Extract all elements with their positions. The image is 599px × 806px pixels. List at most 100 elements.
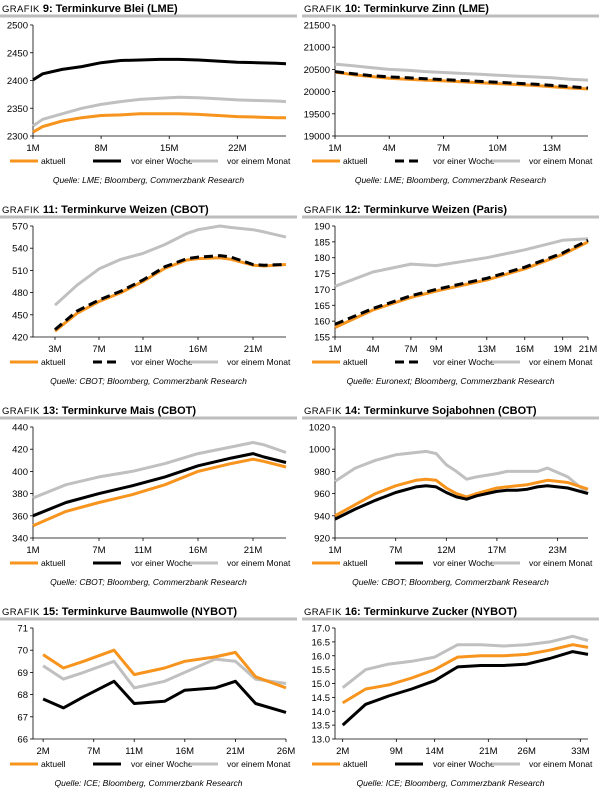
chart-title: GRAFIK 13: Terminkurve Mais (CBOT): [2, 405, 196, 417]
series-line-m: [32, 441, 287, 500]
y-tick-label: 21500: [304, 21, 330, 32]
y-tick-label: 20000: [304, 87, 330, 98]
legend-label: aktuell: [41, 156, 66, 166]
y-tick-label: 570: [12, 222, 28, 233]
series-line-w: [54, 254, 287, 331]
y-tick-label: 69: [17, 668, 28, 679]
chart-title-text: Terminkurve Baumwolle (NYBOT): [59, 606, 238, 618]
chart-title-text: Terminkurve Zucker (NYBOT): [361, 606, 518, 618]
y-tick-label: 510: [12, 266, 28, 277]
source-note: Quelle: CBOT; Bloomberg, Commerzbank Res…: [50, 577, 247, 587]
y-tick-label: 155: [314, 333, 330, 344]
x-tick-label: 17M: [488, 545, 507, 556]
y-tick-label: 15.0: [312, 679, 331, 690]
y-tick-label: 980: [314, 467, 330, 478]
chart-title: GRAFIK 12: Terminkurve Weizen (Paris): [304, 204, 507, 216]
chart-title-prefix: GRAFIK: [304, 205, 342, 216]
x-tick-label: 23M: [548, 545, 567, 556]
legend-label: vor einem Monat: [227, 156, 291, 166]
legend: aktuell vor einer Woche vor einem Monat: [10, 558, 291, 568]
y-tick-label: 13.5: [312, 721, 331, 732]
y-tick-label: 13.0: [312, 735, 331, 746]
chart-title-prefix: GRAFIK: [2, 205, 40, 216]
chart-title-prefix: GRAFIK: [2, 607, 40, 618]
x-tick-label: 3M: [48, 344, 61, 355]
legend: aktuell vor einer Woche vor einem Monat: [312, 357, 593, 367]
legend: aktuell vor einer Woche vor einem Monat: [312, 558, 593, 568]
y-tick-label: 960: [314, 489, 330, 500]
chart-title: GRAFIK 14: Terminkurve Sojabohnen (CBOT): [304, 405, 537, 417]
x-tick-label: 4M: [366, 344, 379, 355]
y-tick-label: 20500: [304, 65, 330, 76]
y-tick-label: 480: [12, 288, 28, 299]
source-note: Quelle: LME; Bloomberg, Commerzbank Rese…: [53, 175, 245, 185]
chart-panel: GRAFIK 14: Terminkurve Sojabohnen (CBOT)…: [302, 405, 599, 587]
legend-label: vor einer Woche: [433, 558, 495, 568]
legend-label: vor einer Woche: [131, 558, 193, 568]
x-tick-label: 1M: [26, 545, 39, 556]
chart-title-number: 14:: [342, 405, 361, 417]
y-tick-label: 540: [12, 244, 28, 255]
series-line-a: [32, 457, 287, 528]
chart-panel: GRAFIK 10: Terminkurve Zinn (LME) 19000 19…: [302, 3, 599, 185]
chart-title-prefix: GRAFIK: [304, 607, 342, 618]
y-tick-label: 19500: [304, 109, 330, 120]
x-tick-label: 1M: [328, 143, 341, 154]
y-tick-label: 440: [12, 423, 28, 434]
x-tick-label: 26M: [517, 746, 536, 757]
chart-panel: GRAFIK 11: Terminkurve Weizen (CBOT) 420 4…: [0, 204, 297, 386]
chart-title-text: Terminkurve Zinn (LME): [361, 3, 489, 15]
x-tick-label: 16M: [189, 344, 208, 355]
legend: aktuell vor einer Woche vor einem Monat: [312, 156, 593, 166]
x-tick-label: 22M: [228, 143, 247, 154]
chart-panel: GRAFIK 15: Terminkurve Baumwolle (NYBOT)…: [0, 606, 297, 788]
series-line-a: [341, 643, 589, 705]
x-tick-label: 9M: [430, 344, 443, 355]
source-note: Quelle: ICE; Bloomberg, Commerzbank Rese…: [54, 778, 242, 788]
chart-title-text: Terminkurve Weizen (Paris): [361, 204, 508, 216]
chart-title: GRAFIK 10: Terminkurve Zinn (LME): [304, 3, 489, 15]
x-tick-label: 11M: [125, 746, 143, 757]
x-tick-label: 21M: [244, 545, 263, 556]
y-tick-label: 185: [314, 237, 330, 248]
x-tick-label: 12M: [437, 545, 456, 556]
x-tick-label: 14M: [425, 746, 444, 757]
chart-title-prefix: GRAFIK: [2, 406, 40, 417]
chart-title: GRAFIK 15: Terminkurve Baumwolle (NYBOT): [2, 606, 237, 618]
series-line-w: [334, 70, 589, 90]
y-tick-label: 68: [17, 690, 28, 701]
x-tick-label: 21M: [244, 344, 263, 355]
y-tick-label: 71: [17, 624, 28, 635]
y-tick-label: 2350: [7, 104, 28, 115]
y-tick-label: 21000: [304, 43, 330, 54]
x-tick-label: 11M: [134, 344, 152, 355]
y-tick-label: 2300: [7, 132, 28, 143]
chart-panel: GRAFIK 16: Terminkurve Zucker (NYBOT) 13.…: [302, 606, 599, 788]
chart-panel: GRAFIK 13: Terminkurve Mais (CBOT) 340 360…: [0, 405, 297, 587]
x-tick-label: 33M: [571, 746, 590, 757]
y-tick-label: 19000: [304, 132, 330, 143]
y-tick-label: 14.0: [312, 707, 331, 718]
x-tick-label: 7M: [389, 545, 402, 556]
chart-title: GRAFIK 16: Terminkurve Zucker (NYBOT): [304, 606, 517, 618]
y-tick-label: 1020: [309, 423, 330, 434]
y-tick-label: 14.5: [312, 693, 331, 704]
x-tick-label: 21M: [579, 344, 598, 355]
chart-title-prefix: GRAFIK: [2, 4, 40, 15]
source-note: Quelle: Euronext; Bloomberg, Commerzbank…: [347, 376, 555, 386]
y-tick-label: 2500: [7, 21, 28, 32]
y-tick-label: 940: [314, 511, 330, 522]
series-line-m: [334, 62, 589, 82]
x-tick-label: 8M: [95, 143, 108, 154]
y-tick-label: 16.0: [312, 651, 331, 662]
legend-label: aktuell: [41, 357, 66, 367]
x-tick-label: 7M: [437, 143, 450, 154]
y-tick-label: 920: [314, 534, 330, 545]
series-line-w: [334, 484, 589, 521]
x-tick-label: 13M: [478, 344, 497, 355]
chart-title-text: Terminkurve Mais (CBOT): [59, 405, 197, 417]
x-tick-label: 2M: [336, 746, 349, 757]
y-tick-label: 360: [12, 511, 28, 522]
legend-label: vor einem Monat: [227, 357, 291, 367]
